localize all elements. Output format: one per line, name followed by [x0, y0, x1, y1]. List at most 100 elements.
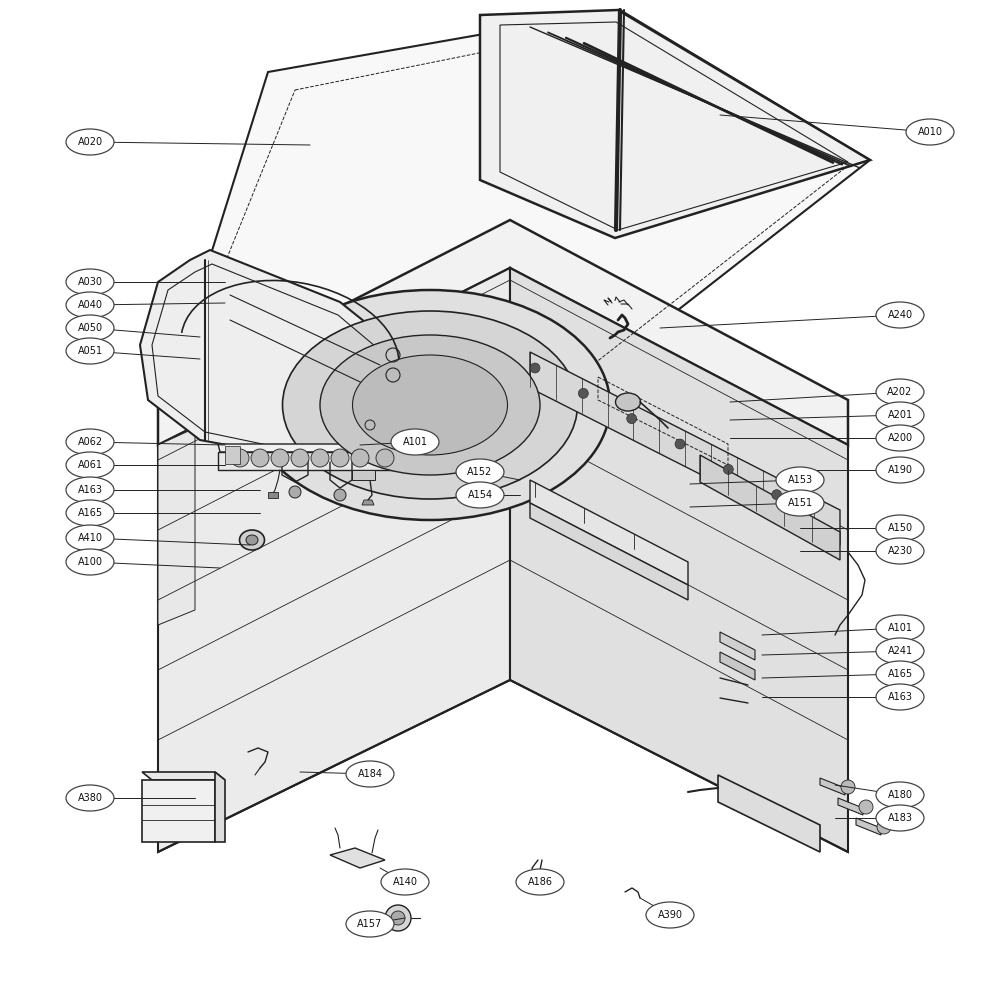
Ellipse shape [876, 782, 924, 808]
Ellipse shape [66, 549, 114, 575]
Ellipse shape [283, 311, 578, 499]
Text: A240: A240 [887, 310, 913, 320]
Text: A100: A100 [78, 557, 103, 567]
Ellipse shape [66, 785, 114, 811]
Text: A061: A061 [78, 460, 103, 470]
Ellipse shape [516, 869, 564, 895]
Circle shape [289, 486, 301, 498]
Ellipse shape [66, 525, 114, 551]
Text: A140: A140 [392, 877, 418, 887]
Polygon shape [158, 428, 195, 625]
Text: A151: A151 [787, 498, 813, 508]
Text: A030: A030 [78, 277, 103, 287]
Polygon shape [218, 444, 420, 452]
Polygon shape [856, 818, 881, 835]
Polygon shape [720, 652, 755, 680]
Ellipse shape [876, 661, 924, 687]
Text: A153: A153 [787, 475, 813, 485]
Ellipse shape [352, 355, 508, 455]
Text: A152: A152 [467, 467, 493, 477]
Circle shape [251, 449, 269, 467]
Polygon shape [820, 778, 845, 795]
Circle shape [311, 449, 329, 467]
Ellipse shape [66, 338, 114, 364]
Ellipse shape [456, 459, 504, 485]
Ellipse shape [246, 535, 258, 545]
Ellipse shape [876, 538, 924, 564]
Circle shape [334, 489, 346, 501]
Text: A157: A157 [357, 919, 383, 929]
Text: A154: A154 [467, 490, 493, 500]
Polygon shape [218, 452, 420, 470]
Polygon shape [142, 772, 225, 780]
Text: A380: A380 [78, 793, 103, 803]
Text: A040: A040 [78, 300, 103, 310]
Circle shape [859, 800, 873, 814]
Ellipse shape [876, 379, 924, 405]
Text: A163: A163 [78, 485, 103, 495]
Text: A062: A062 [77, 437, 103, 447]
Circle shape [376, 449, 394, 467]
Circle shape [351, 449, 369, 467]
Circle shape [231, 449, 249, 467]
Ellipse shape [776, 490, 824, 516]
Ellipse shape [876, 402, 924, 428]
Circle shape [271, 449, 289, 467]
Polygon shape [158, 220, 848, 445]
Polygon shape [142, 780, 215, 842]
Text: A201: A201 [887, 410, 913, 420]
Text: A180: A180 [888, 790, 912, 800]
Circle shape [331, 449, 349, 467]
Polygon shape [510, 268, 848, 852]
Ellipse shape [876, 425, 924, 451]
Polygon shape [480, 10, 870, 238]
Circle shape [772, 490, 782, 500]
Ellipse shape [66, 129, 114, 155]
Text: A190: A190 [888, 465, 912, 475]
Polygon shape [420, 444, 428, 470]
Ellipse shape [381, 869, 429, 895]
Ellipse shape [66, 452, 114, 478]
Polygon shape [362, 500, 374, 505]
Circle shape [877, 820, 891, 834]
Ellipse shape [66, 500, 114, 526]
Ellipse shape [906, 119, 954, 145]
Circle shape [578, 388, 588, 398]
Text: A101: A101 [888, 623, 912, 633]
Text: A020: A020 [77, 137, 103, 147]
Ellipse shape [66, 269, 114, 295]
Ellipse shape [876, 684, 924, 710]
Text: A410: A410 [78, 533, 103, 543]
Ellipse shape [646, 902, 694, 928]
Circle shape [385, 905, 411, 931]
Circle shape [291, 449, 309, 467]
Circle shape [675, 439, 685, 449]
Polygon shape [268, 492, 278, 498]
Polygon shape [700, 455, 840, 560]
Text: A150: A150 [887, 523, 913, 533]
Text: A101: A101 [402, 437, 428, 447]
Polygon shape [140, 250, 420, 462]
Text: A390: A390 [658, 910, 682, 920]
Polygon shape [718, 775, 820, 852]
Text: A165: A165 [77, 508, 103, 518]
Ellipse shape [250, 290, 610, 520]
Text: A186: A186 [528, 877, 552, 887]
Ellipse shape [876, 615, 924, 641]
Ellipse shape [320, 335, 540, 475]
Polygon shape [838, 798, 863, 815]
Text: A165: A165 [887, 669, 913, 679]
Text: A183: A183 [888, 813, 912, 823]
Ellipse shape [66, 315, 114, 341]
Polygon shape [158, 268, 510, 852]
Polygon shape [330, 848, 385, 868]
Circle shape [627, 414, 637, 424]
Ellipse shape [616, 393, 640, 411]
Polygon shape [720, 632, 755, 660]
Ellipse shape [391, 429, 439, 455]
Polygon shape [530, 480, 688, 585]
Text: A051: A051 [77, 346, 103, 356]
Circle shape [841, 780, 855, 794]
Ellipse shape [876, 805, 924, 831]
Text: A202: A202 [887, 387, 913, 397]
